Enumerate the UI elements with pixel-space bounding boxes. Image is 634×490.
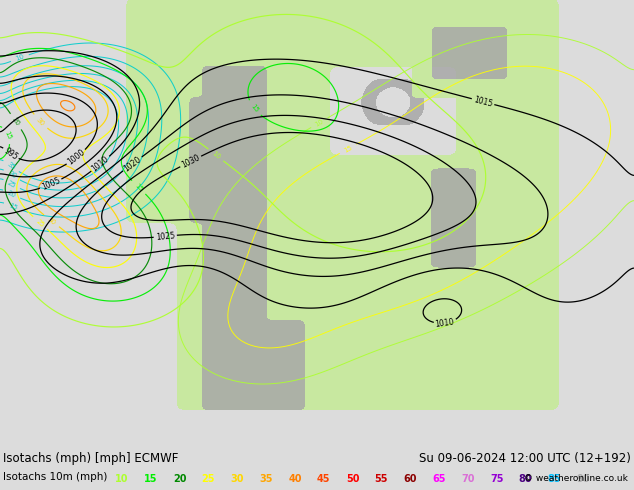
- Text: 15: 15: [342, 144, 353, 153]
- Text: 60: 60: [403, 474, 417, 484]
- Text: 90: 90: [576, 474, 590, 484]
- Text: 10: 10: [15, 53, 25, 62]
- Text: Isotachs (mph) [mph] ECMWF: Isotachs (mph) [mph] ECMWF: [3, 452, 178, 465]
- Text: 1025: 1025: [155, 231, 175, 242]
- Text: 25: 25: [202, 474, 215, 484]
- Text: 35: 35: [6, 161, 16, 171]
- Text: © weatheronline.co.uk: © weatheronline.co.uk: [524, 474, 628, 484]
- Text: Isotachs 10m (mph): Isotachs 10m (mph): [3, 472, 107, 482]
- Text: 10: 10: [210, 150, 221, 160]
- Text: 10: 10: [115, 474, 129, 484]
- Text: 50: 50: [346, 474, 359, 484]
- Text: 30: 30: [6, 170, 17, 180]
- Text: 20: 20: [6, 189, 17, 199]
- Text: 15: 15: [249, 103, 259, 114]
- Text: 75: 75: [490, 474, 503, 484]
- Text: 20: 20: [173, 474, 186, 484]
- Text: 1010: 1010: [435, 318, 455, 329]
- Text: 45: 45: [317, 474, 330, 484]
- Text: 80: 80: [519, 474, 533, 484]
- Text: 1020: 1020: [122, 154, 143, 173]
- Text: 55: 55: [375, 474, 388, 484]
- Text: 15: 15: [144, 474, 158, 484]
- Text: 10: 10: [314, 118, 325, 127]
- Text: 85: 85: [548, 474, 561, 484]
- Text: 1005: 1005: [40, 176, 61, 192]
- Text: 20: 20: [11, 116, 21, 127]
- Text: 35: 35: [259, 474, 273, 484]
- Text: 25: 25: [35, 218, 46, 228]
- Text: 15: 15: [8, 202, 18, 211]
- Text: 15: 15: [133, 182, 144, 193]
- Text: 30: 30: [231, 474, 244, 484]
- Text: 30: 30: [46, 216, 57, 226]
- Text: 1030: 1030: [180, 153, 202, 170]
- Text: 65: 65: [432, 474, 446, 484]
- Text: 25: 25: [6, 179, 17, 189]
- Text: Su 09-06-2024 12:00 UTC (12+192): Su 09-06-2024 12:00 UTC (12+192): [419, 452, 631, 465]
- Text: 15: 15: [3, 130, 12, 140]
- Text: 40: 40: [288, 474, 302, 484]
- Text: 70: 70: [461, 474, 475, 484]
- Text: 1010: 1010: [90, 154, 111, 173]
- Text: 1000: 1000: [66, 148, 87, 167]
- Text: 995: 995: [2, 146, 19, 162]
- Text: 1015: 1015: [472, 95, 493, 108]
- Text: 30: 30: [35, 116, 46, 127]
